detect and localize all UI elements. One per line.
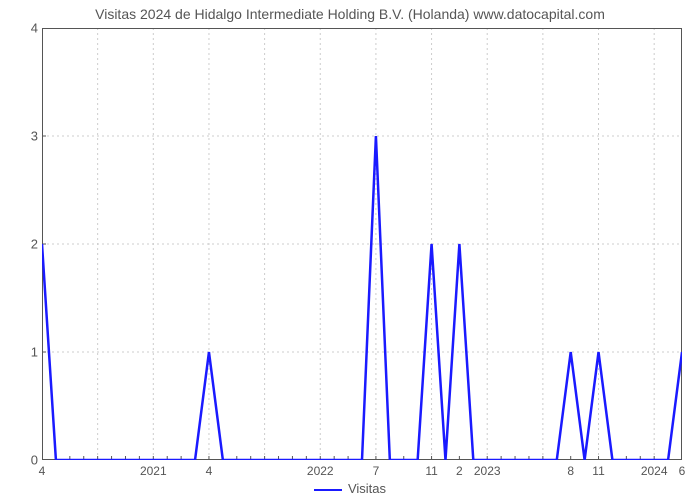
chart-svg [42, 28, 682, 460]
y-tick-label: 1 [18, 345, 38, 360]
x-tick-label: 2022 [307, 464, 334, 478]
x-tick-label: 6 [679, 464, 686, 478]
x-tick-label: 2021 [140, 464, 167, 478]
x-tick-label: 7 [373, 464, 380, 478]
x-tick-label: 11 [592, 464, 604, 478]
x-tick-label: 4 [206, 464, 213, 478]
legend-label: Visitas [348, 481, 386, 496]
legend-swatch [314, 489, 342, 491]
x-tick-label: 2 [456, 464, 463, 478]
x-tick-label: 2024 [641, 464, 668, 478]
chart-container: Visitas 2024 de Hidalgo Intermediate Hol… [0, 0, 700, 500]
x-tick-label: 4 [39, 464, 46, 478]
x-tick-label: 11 [425, 464, 437, 478]
x-tick-label: 8 [567, 464, 574, 478]
y-tick-label: 3 [18, 129, 38, 144]
legend: Visitas [0, 481, 700, 496]
x-tick-label: 2023 [474, 464, 501, 478]
y-tick-label: 4 [18, 21, 38, 36]
y-tick-label: 2 [18, 237, 38, 252]
chart-title: Visitas 2024 de Hidalgo Intermediate Hol… [0, 6, 700, 22]
plot-area [42, 28, 682, 460]
y-tick-label: 0 [18, 453, 38, 468]
